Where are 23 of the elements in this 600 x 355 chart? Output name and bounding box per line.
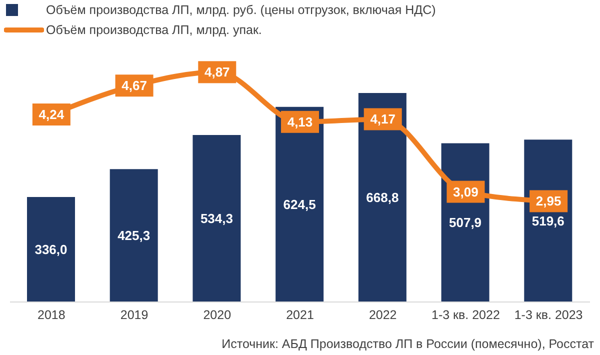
data-label: 507,9 (449, 215, 482, 230)
data-label: 519,6 (532, 213, 564, 228)
x-tick-label: 2022 (368, 308, 397, 322)
bar (358, 93, 406, 302)
bar (110, 169, 158, 302)
legend-label: Объём производства ЛП, млрд. упак. (46, 23, 262, 37)
bar (276, 106, 324, 302)
data-label: 624,5 (283, 196, 316, 212)
text: Источник: АБД Производство ЛП в России (помесячно), Росстат (222, 337, 594, 351)
data-label: 425,3 (118, 228, 150, 244)
data-label: 668,8 (366, 190, 399, 205)
x-tick-label: 1-3 кв. 2023 (514, 308, 583, 322)
data-label: 4,87 (204, 64, 230, 80)
bar (192, 135, 241, 302)
data-label: 336,0 (34, 242, 68, 257)
legend-label: Объём производства ЛП, млрд. руб. (цены отгрузок, включая НДС) (46, 3, 436, 17)
x-tick-label: 2018 (38, 308, 66, 322)
x-tick-label: 2020 (203, 308, 232, 322)
data-label: 534,3 (200, 211, 233, 226)
x-tick-label: 1-3 кв. 2022 (432, 308, 500, 322)
x-tick-label: 2021 (286, 308, 314, 322)
bar (27, 197, 75, 302)
x-tick-label: 2019 (120, 308, 148, 322)
